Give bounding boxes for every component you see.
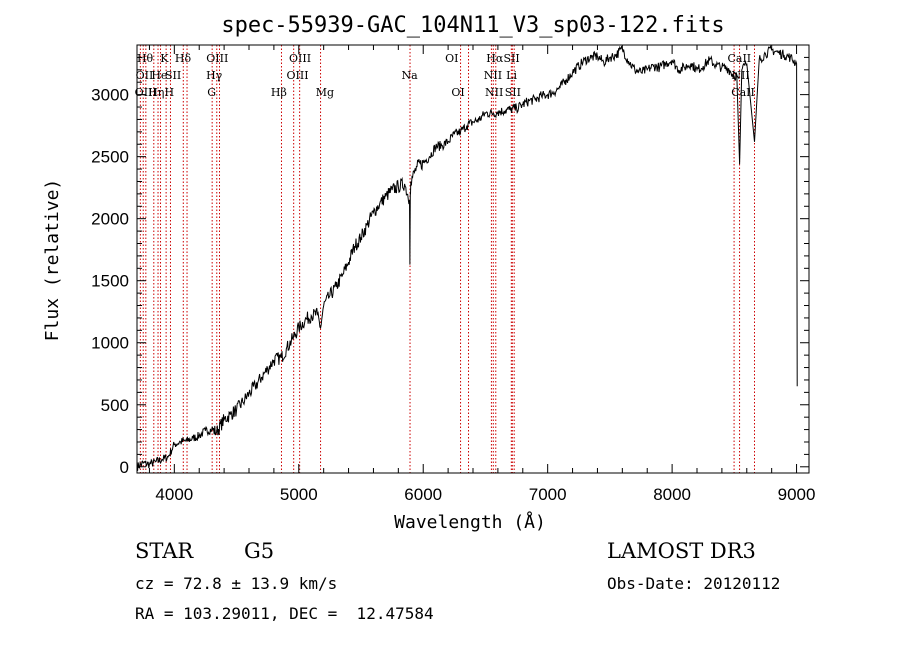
line-label: NII (485, 86, 503, 99)
line-label: OII (136, 69, 154, 82)
x-tick-label: 4000 (155, 485, 193, 504)
y-tick-label: 1500 (91, 272, 129, 291)
line-label: NII (731, 69, 749, 82)
y-tick-label: 500 (101, 396, 129, 415)
line-label: G (207, 86, 216, 99)
x-tick-label: 6000 (404, 485, 442, 504)
line-label: SII (165, 69, 181, 82)
line-label: H (165, 86, 175, 99)
line-label: Li (506, 69, 517, 82)
x-tick-label: 5000 (280, 485, 318, 504)
x-tick-label: 8000 (653, 485, 691, 504)
line-label: Na (401, 69, 418, 82)
line-label: Hγ (206, 69, 223, 82)
line-label: SII (505, 86, 521, 99)
line-markers (139, 45, 755, 473)
line-label: Hα (486, 52, 504, 65)
y-tick-label: 3000 (91, 86, 129, 105)
object-class: STAR (135, 539, 194, 563)
redshift-cz: cz = 72.8 ± 13.9 km/s (135, 574, 338, 593)
line-label: CaII (731, 86, 755, 99)
y-tick-label: 0 (120, 458, 129, 477)
line-label: CaII (727, 52, 751, 65)
line-label: OIII (206, 52, 228, 65)
y-tick-label: 2500 (91, 148, 129, 167)
x-axis-label: Wavelength (Å) (394, 511, 546, 533)
line-label: NII (484, 69, 502, 82)
line-label: OI (451, 86, 464, 99)
y-axis: 0 500 1000 1500 2000 2500 3000 (91, 56, 809, 477)
line-label: OIII (287, 69, 309, 82)
x-tick-label: 9000 (778, 485, 816, 504)
line-label: Hθ (137, 52, 154, 65)
line-label: OI (445, 52, 458, 65)
chart-title: spec-55939-GAC_104N11_V3_sp03-122.fits (221, 13, 724, 38)
y-tick-label: 1000 (91, 334, 129, 353)
plot-frame (136, 44, 810, 474)
line-label: Hβ (271, 86, 287, 99)
subclass: G5 (244, 539, 275, 563)
survey-name: LAMOST DR3 (607, 539, 756, 563)
y-axis-label: Flux (relative) (42, 179, 63, 342)
x-axis: 4000 5000 6000 7000 8000 9000 (148, 45, 816, 504)
x-tick-label: 7000 (529, 485, 567, 504)
line-label: Mg (316, 86, 334, 99)
line-label: OIII (289, 52, 311, 65)
obs-date: Obs-Date: 20120112 (607, 574, 781, 593)
line-label: He (151, 69, 167, 82)
line-label: Hδ (175, 52, 192, 65)
coordinates: RA = 103.29011, DEC = 12.47584 (135, 604, 434, 623)
line-label: SII (503, 52, 519, 65)
line-label: K (160, 52, 169, 65)
line-label: Hη (148, 86, 164, 99)
spectrum-line (136, 44, 798, 471)
y-tick-label: 2000 (91, 210, 129, 229)
line-label: OIII (135, 86, 157, 99)
